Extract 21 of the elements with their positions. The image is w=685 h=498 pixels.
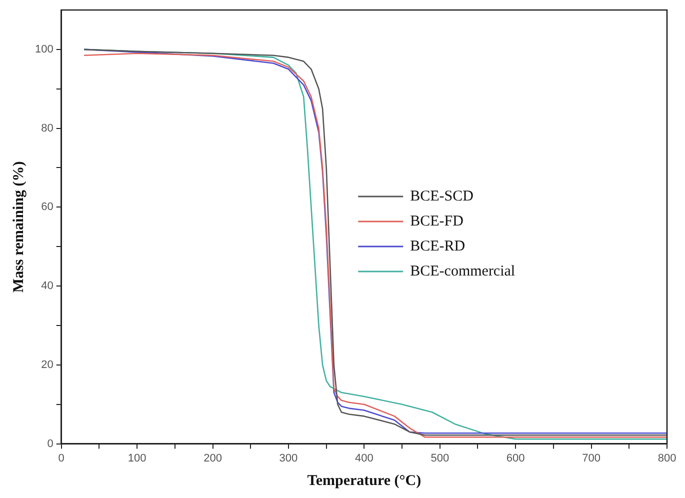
y-tick-label: 20 [41,358,54,371]
x-tick-label: 0 [58,452,64,464]
y-tick-label: 60 [41,201,54,214]
x-tick-label: 600 [506,452,525,464]
x-tick-label: 200 [204,452,222,464]
legend-label: BCE-commercial [410,263,516,280]
x-axis-title: Temperature (°C) [307,472,422,489]
x-tick-label: 500 [430,452,450,464]
y-tick-label: 80 [41,122,54,134]
y-tick-label: 40 [41,280,54,292]
legend-label: BCE-SCD [410,188,474,204]
y-tick-label: 0 [47,438,54,450]
x-tick-label: 800 [658,452,676,464]
legend-label: BCE-FD [410,213,464,230]
x-tick-label: 100 [128,452,146,464]
x-tick-label: 700 [582,452,600,464]
legend-label: BCE-RD [410,238,466,254]
y-axis-title: Mass remaining (%) [10,161,27,293]
x-tick-label: 300 [279,452,298,464]
x-tick-label: 400 [354,452,374,464]
y-tick-label: 100 [34,43,54,56]
